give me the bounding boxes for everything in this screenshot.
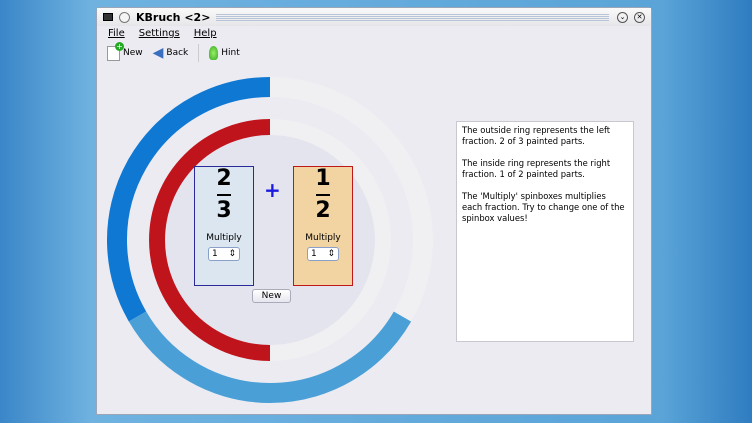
hint-button[interactable]: Hint [209,46,240,60]
right-multiply-label: Multiply [305,233,341,243]
operator-plus: + [264,178,281,202]
title-decoration [216,13,609,21]
window-title: KBruch <2> [136,10,211,24]
toolbar-separator [198,44,200,62]
lightbulb-icon [209,46,219,60]
new-button[interactable]: + New [107,41,143,61]
left-fraction-box: 2 3 Multiply 1 ⇕ [194,166,254,286]
left-numerator: 2 [216,166,232,191]
info-panel: The outside ring represents the left fra… [456,121,634,342]
info-paragraph: The inside ring represents the right fra… [462,158,611,179]
right-fraction-box: 1 2 Multiply 1 ⇕ [293,166,353,286]
inner-ring-part-2 [269,119,391,361]
left-multiply-spinbox[interactable]: 1 ⇕ [208,247,240,261]
toolbar: + New ◀ Back Hint [97,41,651,65]
left-multiply-label: Multiply [206,233,242,243]
outer-ring-part-3 [269,77,433,322]
sticky-button[interactable] [119,11,130,23]
back-button[interactable]: ◀ Back [152,45,189,61]
outer-ring-part-1 [107,77,271,322]
left-denominator: 3 [216,198,232,223]
menu-file[interactable]: File [108,28,125,39]
title-bar: KBruch <2> ⌄ ✕ [97,8,651,26]
close-button[interactable]: ✕ [634,11,645,23]
fraction-bar [316,194,330,196]
fraction-bar [217,194,231,196]
menu-help[interactable]: Help [193,28,217,39]
outer-ring-part-2 [128,311,412,403]
spin-arrows-icon[interactable]: ⇕ [327,249,335,259]
new-document-icon: + [107,41,124,61]
app-icon[interactable] [103,13,113,21]
right-denominator: 2 [315,198,331,223]
minimize-button[interactable]: ⌄ [617,11,628,23]
right-multiply-spinbox[interactable]: 1 ⇕ [307,247,339,261]
spin-arrows-icon[interactable]: ⇕ [228,249,236,259]
inner-ring-part-1 [149,119,271,361]
back-arrow-icon: ◀ [152,45,164,61]
menu-settings[interactable]: Settings [138,28,180,39]
info-paragraph: The outside ring represents the left fra… [462,125,611,146]
new-fraction-button[interactable]: New [252,289,291,303]
right-numerator: 1 [315,166,331,191]
info-paragraph: The 'Multiply' spinboxes multiplies each… [462,191,625,223]
menu-bar: File Settings Help [97,26,651,41]
